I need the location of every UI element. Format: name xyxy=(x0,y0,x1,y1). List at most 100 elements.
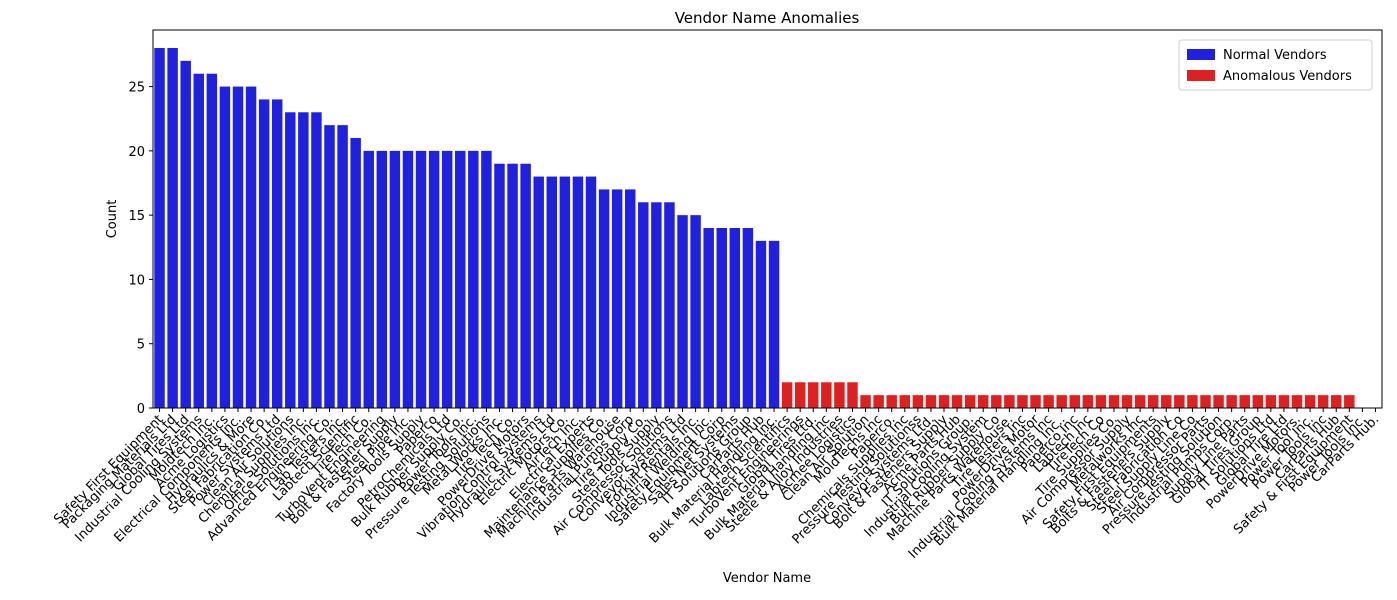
bar xyxy=(873,395,884,408)
y-tick-label: 20 xyxy=(128,145,145,160)
bar xyxy=(1017,395,1028,408)
bar xyxy=(611,189,623,408)
bar xyxy=(977,395,989,408)
bar xyxy=(886,395,897,408)
bar xyxy=(899,395,911,408)
bar xyxy=(298,112,309,409)
y-tick-label: 10 xyxy=(128,273,145,288)
bar xyxy=(1200,395,1211,408)
bar xyxy=(441,150,453,408)
bar xyxy=(624,189,636,408)
bar xyxy=(428,150,440,408)
bar xyxy=(1121,395,1133,408)
bar xyxy=(455,150,466,408)
bar xyxy=(664,202,675,408)
bar xyxy=(376,150,388,408)
legend-swatch xyxy=(1187,70,1215,81)
bar xyxy=(1004,395,1015,408)
bar xyxy=(1331,395,1342,408)
bar xyxy=(402,150,414,408)
bar xyxy=(1187,395,1198,408)
bar xyxy=(193,73,204,408)
bar xyxy=(180,60,191,408)
bar xyxy=(1095,395,1107,408)
legend-box xyxy=(1178,39,1373,91)
bar xyxy=(690,215,701,408)
bar xyxy=(860,395,871,408)
bar xyxy=(245,86,257,409)
bar xyxy=(755,240,767,408)
bar xyxy=(533,176,544,408)
bar xyxy=(1265,395,1277,408)
y-tick-label: 25 xyxy=(128,81,145,96)
bar xyxy=(638,202,649,408)
bar xyxy=(1278,395,1290,408)
bar xyxy=(847,382,858,408)
bar xyxy=(324,125,335,409)
bar xyxy=(781,382,793,408)
x-axis-label: Vendor Name xyxy=(723,571,811,586)
bar xyxy=(520,163,531,408)
bar xyxy=(546,176,558,408)
y-axis-label: Count xyxy=(105,200,120,239)
bar xyxy=(311,112,322,409)
bar xyxy=(1030,395,1041,408)
bar xyxy=(1239,395,1250,408)
bar xyxy=(468,150,479,408)
bar xyxy=(494,163,505,408)
bar xyxy=(232,86,244,409)
bar xyxy=(1161,395,1172,408)
bar xyxy=(742,228,754,408)
legend-swatch xyxy=(1187,49,1215,60)
bar xyxy=(1108,395,1120,408)
bar xyxy=(559,176,571,408)
bar xyxy=(1344,395,1355,408)
bar xyxy=(834,382,845,408)
bar xyxy=(1304,395,1316,408)
bar xyxy=(703,228,714,408)
bar xyxy=(1069,395,1080,408)
bar xyxy=(271,99,283,408)
bar xyxy=(219,86,231,409)
bar xyxy=(481,150,492,408)
chart-title: Vendor Name Anomalies xyxy=(675,9,860,27)
bar xyxy=(507,163,518,408)
bar xyxy=(729,228,741,408)
bar xyxy=(768,240,780,408)
bar xyxy=(598,189,610,408)
bar xyxy=(912,395,924,408)
bar xyxy=(585,176,597,408)
bar xyxy=(821,382,832,408)
bar xyxy=(951,395,963,408)
bar xyxy=(415,150,427,408)
bar xyxy=(794,382,806,408)
bar xyxy=(1317,395,1329,408)
bar xyxy=(1226,395,1237,408)
bar xyxy=(1291,395,1303,408)
legend-label: Anomalous Vendors xyxy=(1223,69,1352,84)
y-tick-label: 5 xyxy=(137,338,145,353)
bar xyxy=(1174,395,1185,408)
bar xyxy=(991,395,1002,408)
bar xyxy=(1056,395,1067,408)
y-tick-label: 0 xyxy=(137,402,145,417)
bar xyxy=(808,382,819,408)
bar xyxy=(1213,395,1224,408)
bar xyxy=(1252,395,1264,408)
bar xyxy=(964,395,976,408)
bar xyxy=(206,73,218,408)
bar xyxy=(1082,395,1094,408)
bar xyxy=(167,48,178,408)
bar xyxy=(651,202,662,408)
plot-frame xyxy=(152,29,1383,409)
bar xyxy=(572,176,584,408)
bar xyxy=(350,138,361,408)
bar xyxy=(938,395,950,408)
bar xyxy=(285,112,296,409)
y-tick-label: 15 xyxy=(128,209,145,224)
bar xyxy=(337,125,348,409)
bar xyxy=(1043,395,1054,408)
legend-label: Normal Vendors xyxy=(1223,48,1327,63)
bar xyxy=(258,99,270,408)
